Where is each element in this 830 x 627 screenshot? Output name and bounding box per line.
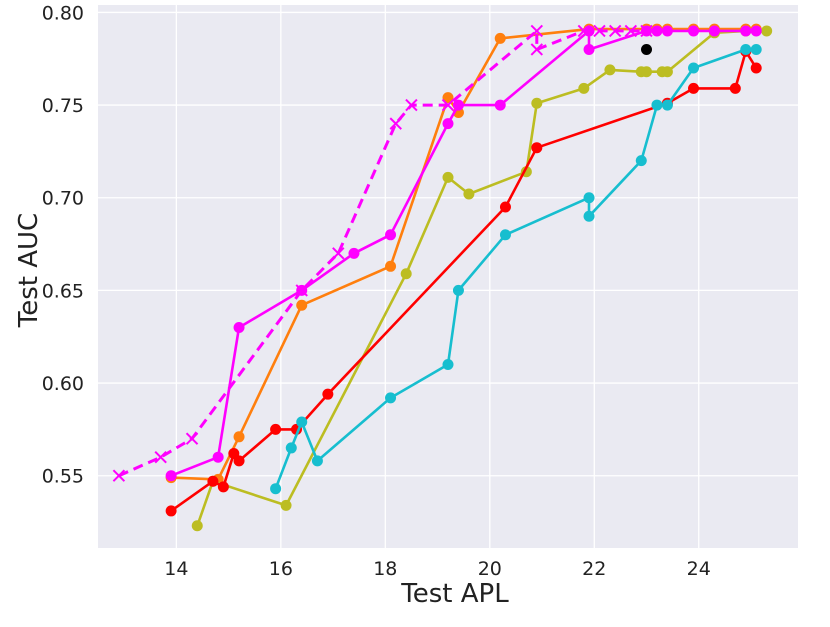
data-point xyxy=(442,118,454,130)
data-point-marker xyxy=(530,43,544,56)
series-group xyxy=(112,23,773,532)
y-tick-label: 0.60 xyxy=(42,373,84,395)
data-point xyxy=(688,82,700,94)
data-point xyxy=(233,455,245,467)
data-point xyxy=(442,359,454,371)
data-point xyxy=(661,25,673,37)
data-point xyxy=(385,229,397,241)
data-point-marker xyxy=(624,24,638,38)
x-tick-label: 22 xyxy=(582,558,606,580)
x-tick-label: 20 xyxy=(478,558,502,580)
series-5 xyxy=(112,24,653,482)
data-point-marker xyxy=(295,284,308,297)
x-axis-label: Test APL xyxy=(400,579,509,609)
data-point xyxy=(233,431,245,443)
data-point xyxy=(583,192,595,204)
x-tick-label: 24 xyxy=(687,558,711,580)
data-point xyxy=(311,455,323,467)
data-point-marker xyxy=(389,117,402,130)
data-point xyxy=(583,210,595,222)
y-tick-label: 0.65 xyxy=(42,280,84,302)
data-point xyxy=(348,247,360,259)
x-tick-label: 14 xyxy=(164,558,188,580)
data-point xyxy=(322,388,334,400)
data-point xyxy=(452,99,464,111)
x-tick-label: 16 xyxy=(269,558,293,580)
data-point xyxy=(296,416,308,428)
data-point-marker xyxy=(530,24,544,38)
data-point xyxy=(499,229,511,241)
y-tick-label: 0.75 xyxy=(42,95,84,117)
data-point xyxy=(217,481,229,493)
data-point xyxy=(270,423,282,435)
data-point xyxy=(740,25,752,37)
data-point xyxy=(494,32,506,44)
x-tick-label: 18 xyxy=(373,558,397,580)
data-point xyxy=(578,82,590,94)
data-point xyxy=(400,268,412,280)
data-point xyxy=(661,99,673,111)
data-point-marker xyxy=(441,98,455,112)
data-point xyxy=(661,66,673,78)
y-tick-label: 0.55 xyxy=(42,466,84,488)
data-point-marker xyxy=(593,24,606,38)
data-point xyxy=(761,25,773,37)
data-point xyxy=(494,99,506,111)
data-point xyxy=(583,43,595,55)
data-point xyxy=(708,25,720,37)
series-line xyxy=(171,27,757,481)
data-point xyxy=(499,201,511,213)
data-point-marker xyxy=(640,24,653,38)
data-point xyxy=(688,62,700,74)
data-point xyxy=(750,25,762,37)
y-axis-label: Test AUC xyxy=(14,213,44,328)
y-tick-label: 0.70 xyxy=(42,188,84,210)
data-point xyxy=(688,25,700,37)
data-point xyxy=(385,260,397,272)
data-point xyxy=(233,321,245,333)
data-point-marker xyxy=(332,247,345,260)
data-point xyxy=(212,451,224,463)
tick-labels: 14 16 18 20 22 24 0.55 0.60 0.65 0.70 0.75 0.80 xyxy=(42,2,711,580)
data-point xyxy=(729,82,741,94)
data-point-marker xyxy=(577,24,591,38)
data-point-marker xyxy=(112,469,126,482)
data-point xyxy=(531,97,543,109)
data-point-marker xyxy=(608,24,622,38)
data-point xyxy=(651,25,663,37)
data-point-marker xyxy=(185,432,199,445)
data-point xyxy=(442,171,454,183)
data-point xyxy=(452,284,464,296)
data-point xyxy=(641,66,653,78)
data-point-marker xyxy=(154,450,167,464)
series-6 xyxy=(641,43,653,55)
data-point xyxy=(165,470,177,482)
data-point-marker xyxy=(405,98,418,112)
y-tick-label: 0.80 xyxy=(42,2,84,24)
data-point xyxy=(635,155,647,167)
data-point xyxy=(296,299,308,311)
series-3 xyxy=(270,43,762,495)
data-point xyxy=(270,483,282,495)
data-point xyxy=(385,392,397,404)
data-point xyxy=(531,142,543,154)
data-point xyxy=(442,92,454,104)
data-point xyxy=(285,442,297,454)
data-point xyxy=(191,520,203,532)
data-point xyxy=(651,99,663,111)
series-line xyxy=(274,48,757,490)
data-point xyxy=(280,499,292,511)
data-point xyxy=(750,43,762,55)
data-point xyxy=(165,505,177,517)
data-point xyxy=(641,43,653,55)
data-point xyxy=(463,188,475,200)
data-point xyxy=(207,475,219,487)
data-point xyxy=(604,64,616,76)
data-point xyxy=(740,43,752,55)
data-point xyxy=(750,62,762,74)
